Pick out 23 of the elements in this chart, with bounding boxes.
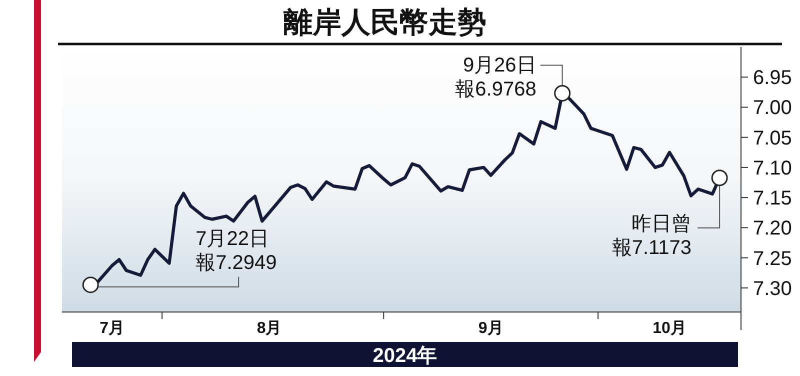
annotation-callout: 昨日曾報7.1173 bbox=[612, 170, 728, 259]
point bbox=[711, 170, 728, 186]
y-tick-label: 7.25 bbox=[753, 248, 792, 270]
x-tick-label: 10月 bbox=[652, 320, 686, 337]
y-tick-label: 7.05 bbox=[753, 127, 792, 150]
point bbox=[82, 276, 99, 294]
x-axis-title: 2024年 bbox=[372, 345, 438, 367]
y-tick-label: 7.30 bbox=[753, 278, 792, 300]
annotation: 昨日曾報7.1173 bbox=[612, 212, 692, 259]
y-tick-label: 7.15 bbox=[753, 188, 792, 210]
annotation-callout: 9月26日報6.9768 bbox=[455, 54, 571, 102]
point bbox=[554, 85, 571, 102]
x-tick-label: 9月 bbox=[478, 320, 504, 337]
y-tick-label: 7.10 bbox=[753, 157, 792, 180]
y-tick-label: 6.95 bbox=[753, 67, 792, 90]
annotation-callout: 7月22日報7.2949 bbox=[82, 228, 277, 294]
y-tick-label: 7.20 bbox=[753, 218, 792, 240]
chart-title: 離岸人民幣走勢 bbox=[282, 7, 486, 39]
x-tick-label: 7月 bbox=[100, 320, 124, 337]
y-tick-label: 7.00 bbox=[753, 97, 792, 120]
annotation: 7月22日報7.2949 bbox=[196, 228, 277, 274]
x-tick-label: 8月 bbox=[256, 320, 282, 337]
annotation: 9月26日報6.9768 bbox=[455, 54, 536, 100]
